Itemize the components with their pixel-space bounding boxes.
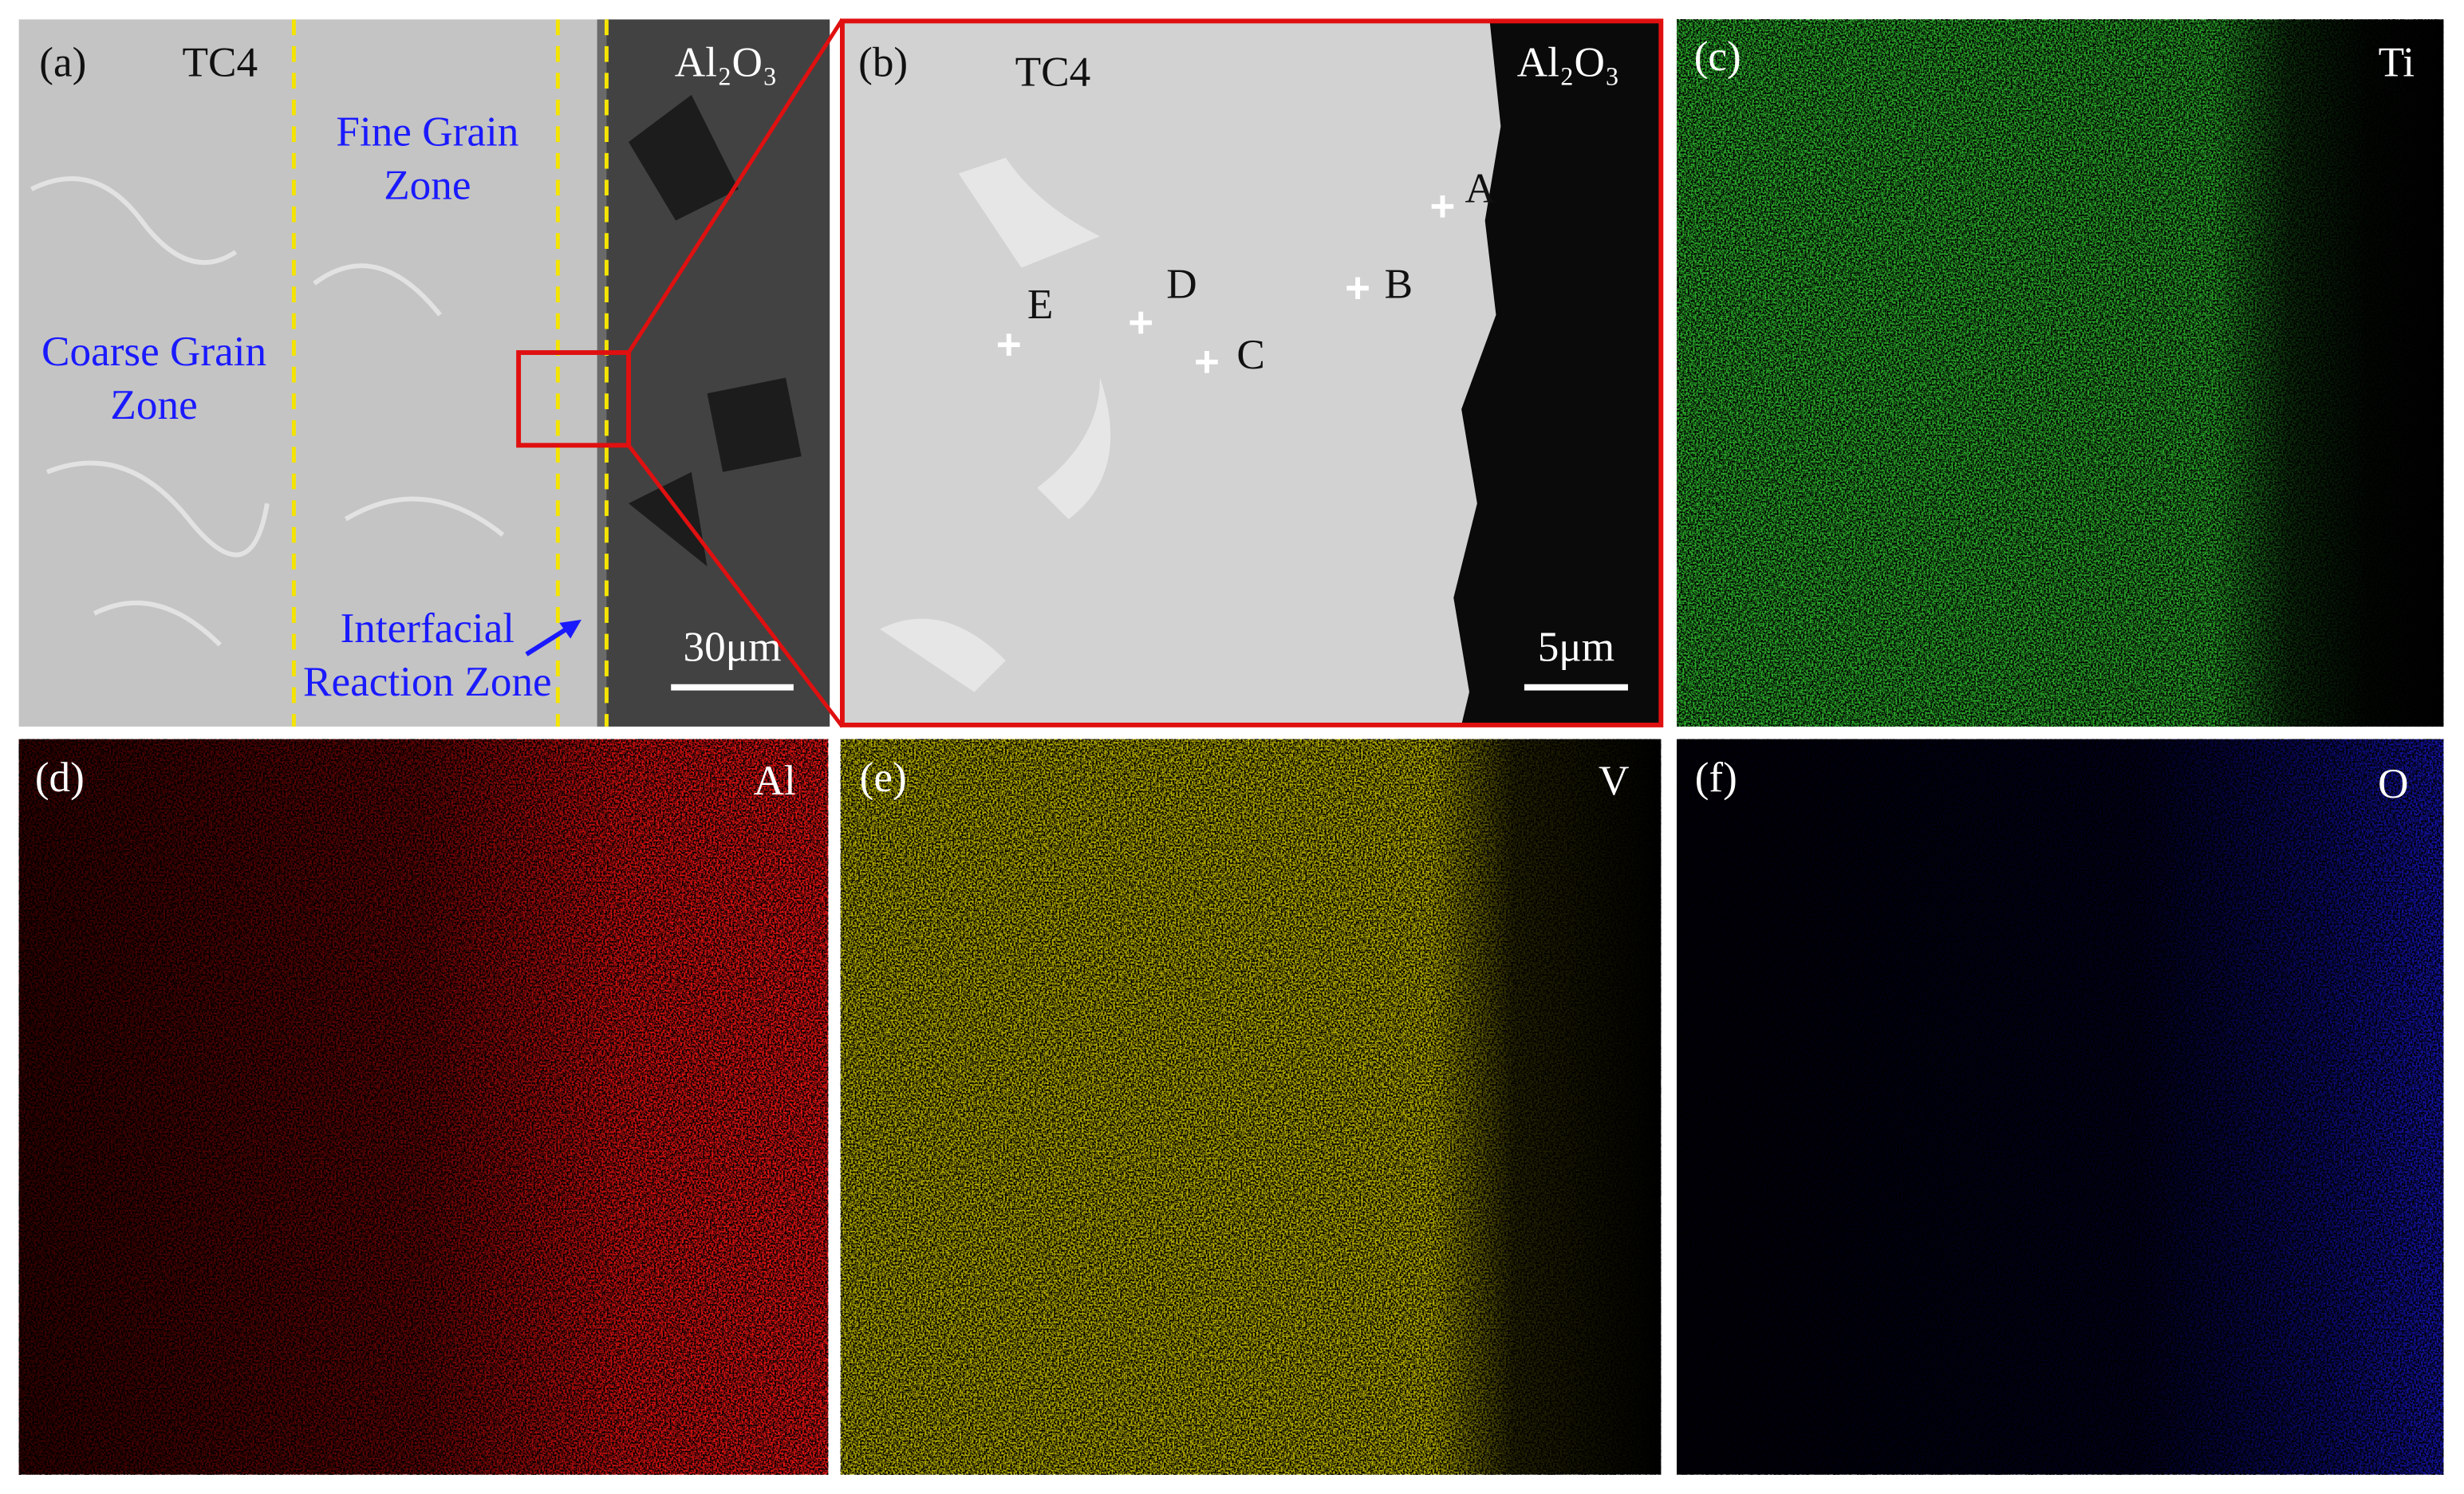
point-label: A xyxy=(1465,164,1496,211)
zone-label: Zone xyxy=(384,161,471,208)
point-marker xyxy=(997,333,1020,356)
panel-label: (d) xyxy=(35,754,85,801)
point-label: C xyxy=(1236,331,1264,378)
scale-bar-label: 30μm xyxy=(683,624,781,671)
zone-label: Zone xyxy=(110,381,197,428)
element-label: O xyxy=(2378,760,2408,807)
eds-maps xyxy=(18,19,2444,1475)
zone-label: Fine Grain xyxy=(336,108,518,155)
element-label: V xyxy=(1599,757,1629,804)
element-label: Al xyxy=(754,757,796,804)
point-marker xyxy=(1431,195,1454,218)
panel-a-image xyxy=(18,18,845,728)
zone-label: Reaction Zone xyxy=(303,658,552,705)
scale-bar-label: 5μm xyxy=(1538,624,1614,671)
point-marker xyxy=(1346,277,1369,300)
panel-label: (b) xyxy=(858,39,908,86)
element-label: Ti xyxy=(2379,39,2415,86)
point-marker xyxy=(1129,311,1153,334)
material-label: TC4 xyxy=(1015,49,1091,96)
material-label: Al₂O₃ xyxy=(675,39,778,86)
point-label: E xyxy=(1027,281,1054,328)
panel-label: (c) xyxy=(1694,33,1741,80)
point-marker xyxy=(1196,351,1218,373)
panel-label: (a) xyxy=(39,39,86,86)
point-label: D xyxy=(1166,260,1197,307)
point-label: B xyxy=(1385,260,1413,307)
material-label: TC4 xyxy=(183,39,258,86)
zone-label: Coarse Grain xyxy=(41,328,266,375)
zone-label: Interfacial xyxy=(341,605,515,652)
panel-label: (e) xyxy=(860,754,907,801)
panel-label: (f) xyxy=(1695,754,1737,801)
panel-b-image xyxy=(839,18,1664,727)
material-label: Al₂O₃ xyxy=(1517,39,1620,86)
